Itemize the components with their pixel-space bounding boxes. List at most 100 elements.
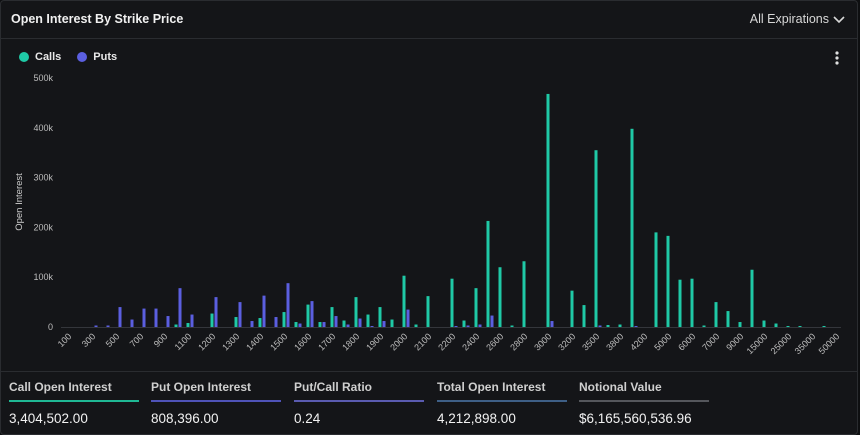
call-bar-40000[interactable] bbox=[822, 326, 826, 327]
call-bar-2800[interactable] bbox=[522, 261, 526, 327]
x-tick-label: 3000 bbox=[532, 331, 553, 352]
put-bar-2000[interactable] bbox=[406, 309, 410, 327]
call-bar-25000[interactable] bbox=[786, 326, 790, 327]
call-bar-2300[interactable] bbox=[462, 320, 466, 327]
call-bar-1400[interactable] bbox=[258, 318, 262, 327]
call-bar-4500[interactable] bbox=[654, 232, 658, 327]
put-bar-1000[interactable] bbox=[178, 288, 182, 327]
y-tick-label: 0 bbox=[48, 322, 53, 332]
put-bar-1100[interactable] bbox=[190, 314, 194, 327]
put-bar-1500[interactable] bbox=[286, 283, 290, 327]
put-bar-1750[interactable] bbox=[346, 324, 350, 327]
call-bar-2000[interactable] bbox=[402, 275, 406, 327]
call-bar-2200[interactable] bbox=[450, 278, 454, 327]
put-bar-2300[interactable] bbox=[466, 325, 470, 327]
call-bar-8000[interactable] bbox=[726, 311, 730, 327]
call-bar-1000[interactable] bbox=[174, 324, 178, 327]
call-bar-1200[interactable] bbox=[210, 313, 214, 327]
put-bar-1400[interactable] bbox=[262, 295, 266, 327]
call-bar-2400[interactable] bbox=[474, 288, 478, 327]
put-bar-1300[interactable] bbox=[238, 302, 242, 327]
put-bar-4000[interactable] bbox=[634, 326, 638, 327]
call-bar-5500[interactable] bbox=[678, 279, 682, 327]
put-bar-600[interactable] bbox=[130, 319, 134, 327]
call-bar-2100[interactable] bbox=[426, 296, 430, 327]
call-bar-7000[interactable] bbox=[714, 302, 718, 327]
put-bar-1650[interactable] bbox=[322, 322, 326, 327]
call-bar-30000[interactable] bbox=[798, 326, 802, 327]
call-bar-2050[interactable] bbox=[414, 324, 418, 327]
put-bar-1350[interactable] bbox=[250, 321, 254, 327]
put-bar-1200[interactable] bbox=[214, 297, 218, 327]
call-bar-6500[interactable] bbox=[702, 325, 706, 327]
stat-value: 4,212,898.00 bbox=[437, 411, 516, 426]
call-bar-2700[interactable] bbox=[510, 325, 514, 327]
legend-item-calls[interactable]: Calls bbox=[19, 51, 61, 63]
call-bar-1550[interactable] bbox=[294, 322, 298, 327]
stat-value: 0.24 bbox=[294, 411, 321, 426]
put-bar-900[interactable] bbox=[166, 316, 170, 327]
call-bar-1300[interactable] bbox=[234, 317, 238, 327]
x-tick-label: 6000 bbox=[676, 331, 697, 352]
call-bar-4000[interactable] bbox=[630, 128, 634, 327]
puts-dot-icon bbox=[77, 52, 88, 62]
stat-notional-value: Notional Value $6,165,560,536.96 bbox=[579, 380, 709, 426]
call-bar-1800[interactable] bbox=[354, 297, 358, 327]
put-bar-1800[interactable] bbox=[358, 318, 362, 327]
put-bar-2400[interactable] bbox=[478, 324, 482, 327]
call-bar-2500[interactable] bbox=[486, 220, 490, 327]
call-bar-5000[interactable] bbox=[666, 235, 670, 327]
put-bar-500[interactable] bbox=[118, 307, 122, 327]
x-tick-label: 7000 bbox=[700, 331, 721, 352]
put-bar-300[interactable] bbox=[94, 325, 98, 327]
x-tick-label: 35000 bbox=[793, 331, 818, 356]
summary-stats: Call Open Interest 3,404,502.00 Put Open I… bbox=[1, 371, 857, 435]
call-bar-1500[interactable] bbox=[282, 312, 286, 327]
put-bar-1900[interactable] bbox=[382, 321, 386, 327]
put-bar-1850[interactable] bbox=[370, 326, 374, 327]
call-bar-3500[interactable] bbox=[594, 150, 598, 327]
call-bar-3800[interactable] bbox=[618, 324, 622, 327]
x-tick-label: 300 bbox=[80, 331, 98, 349]
x-tick-label: 15000 bbox=[745, 331, 770, 356]
legend-item-puts[interactable]: Puts bbox=[77, 51, 117, 63]
call-bar-2600[interactable] bbox=[498, 267, 502, 327]
put-bar-800[interactable] bbox=[154, 308, 158, 327]
x-tick-label: 1500 bbox=[268, 331, 289, 352]
call-bar-1950[interactable] bbox=[390, 319, 394, 327]
chart-menu-button[interactable] bbox=[835, 51, 839, 70]
call-bar-1850[interactable] bbox=[366, 314, 370, 327]
put-bar-400[interactable] bbox=[106, 325, 110, 327]
stat-value: 3,404,502.00 bbox=[9, 411, 88, 426]
expiration-select-label: All Expirations bbox=[749, 12, 829, 26]
call-bar-20000[interactable] bbox=[774, 323, 778, 327]
put-bar-1450[interactable] bbox=[274, 317, 278, 327]
put-bar-3000[interactable] bbox=[550, 321, 554, 327]
call-bar-9000[interactable] bbox=[738, 322, 742, 327]
put-bar-700[interactable] bbox=[142, 308, 146, 327]
put-bar-1700[interactable] bbox=[334, 316, 338, 327]
x-tick-label: 2600 bbox=[484, 331, 505, 352]
put-bar-1600[interactable] bbox=[310, 301, 314, 327]
call-bar-1600[interactable] bbox=[306, 304, 310, 327]
call-bar-6000[interactable] bbox=[690, 278, 694, 327]
stat-value: $6,165,560,536.96 bbox=[579, 411, 692, 426]
call-bar-1750[interactable] bbox=[342, 320, 346, 327]
stat-label: Notional Value bbox=[579, 380, 709, 402]
put-bar-2500[interactable] bbox=[490, 315, 494, 327]
call-bar-1100[interactable] bbox=[186, 323, 190, 327]
call-bar-3600[interactable] bbox=[606, 325, 610, 327]
call-bar-3000[interactable] bbox=[546, 93, 550, 327]
put-bar-1550[interactable] bbox=[298, 323, 302, 327]
call-bar-3300[interactable] bbox=[582, 305, 586, 327]
call-bar-1700[interactable] bbox=[330, 307, 334, 327]
call-bar-1900[interactable] bbox=[378, 307, 382, 327]
put-bar-2200[interactable] bbox=[454, 326, 458, 327]
call-bar-10000[interactable] bbox=[750, 269, 754, 327]
call-bar-3200[interactable] bbox=[570, 290, 574, 327]
put-bar-3500[interactable] bbox=[598, 325, 602, 327]
call-bar-15000[interactable] bbox=[762, 320, 766, 327]
expiration-dropdown[interactable]: All Expirations bbox=[750, 12, 845, 26]
call-bar-1650[interactable] bbox=[318, 322, 322, 327]
